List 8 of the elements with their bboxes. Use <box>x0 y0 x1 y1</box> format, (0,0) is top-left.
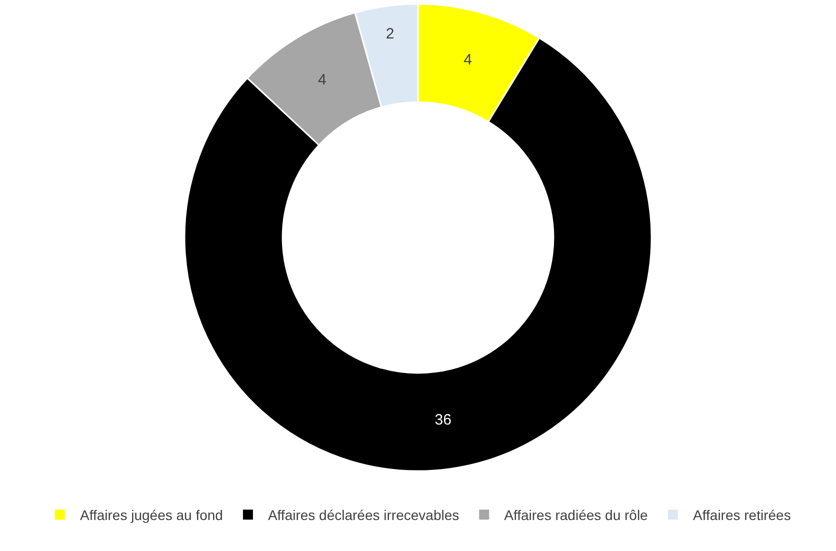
data-label: 2 <box>386 25 394 42</box>
data-label: 4 <box>464 51 472 68</box>
data-label: 36 <box>434 412 452 429</box>
data-label: 4 <box>318 71 326 88</box>
legend-label: Affaires radiées du rôle <box>504 507 648 524</box>
legend-label: Affaires déclarées irrecevables <box>268 507 460 524</box>
legend-label: Affaires jugées au fond <box>80 507 223 524</box>
legend-label: Affaires retirées <box>693 507 791 524</box>
